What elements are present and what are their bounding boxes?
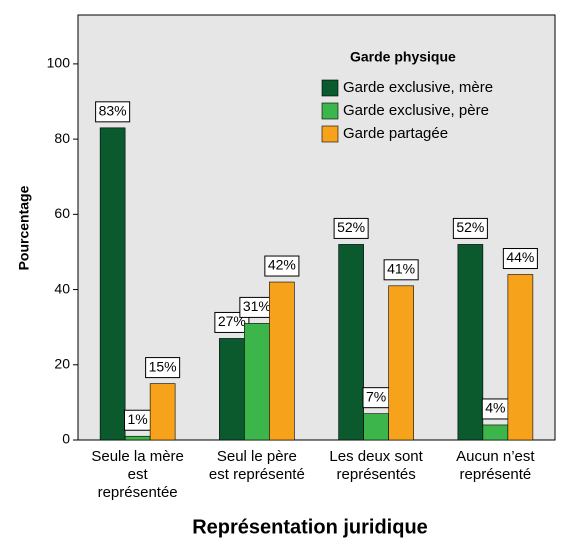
value-label: 31%: [243, 298, 271, 314]
value-label: 4%: [485, 400, 505, 416]
bar: [507, 274, 534, 441]
y-tick-label: 20: [54, 355, 70, 371]
value-label-box: [95, 101, 131, 123]
y-tick-label: 40: [54, 280, 70, 296]
legend-label: Garde exclusive, père: [343, 102, 489, 119]
x-tick-label: Aucun n’est représenté: [456, 448, 535, 483]
x-axis-title: Représentation juridique: [192, 516, 428, 538]
value-label: 83%: [99, 103, 127, 119]
y-tick-label: 60: [54, 205, 70, 221]
value-label-box: [502, 248, 538, 270]
value-label-box: [333, 217, 369, 239]
value-label: 15%: [149, 358, 177, 374]
value-label: 42%: [268, 257, 296, 273]
bar: [99, 127, 126, 441]
legend-label: Garde partagée: [343, 125, 448, 142]
value-label-box: [145, 357, 181, 379]
bar: [219, 338, 245, 441]
x-tick-label: Seule la mère est représentée: [91, 448, 184, 501]
value-label: 27%: [218, 313, 246, 329]
legend-label: Garde exclusive, mère: [343, 79, 493, 96]
value-label-box: [264, 255, 300, 277]
bar: [244, 323, 270, 441]
bar: [269, 281, 295, 441]
value-label: 52%: [456, 219, 484, 235]
value-label-box: [452, 217, 488, 239]
legend-swatch: [321, 79, 339, 97]
bar: [338, 244, 364, 441]
legend-swatch: [321, 125, 339, 143]
value-label: 1%: [128, 411, 148, 427]
bar: [363, 413, 389, 441]
bar: [482, 424, 509, 441]
value-label: 52%: [337, 219, 365, 235]
bar: [457, 244, 484, 441]
x-tick-label: Les deux sont représentés: [329, 448, 423, 483]
value-label: 7%: [366, 388, 386, 404]
y-tick-label: 0: [62, 431, 70, 447]
y-axis-title: Pourcentage: [16, 185, 32, 270]
value-label-box: [383, 259, 419, 281]
value-label: 41%: [387, 260, 415, 276]
y-tick-label: 100: [47, 55, 71, 71]
bar: [124, 435, 151, 441]
legend-title: Garde physique: [350, 49, 456, 65]
legend-swatch: [321, 102, 339, 120]
y-tick-label: 80: [54, 130, 70, 146]
x-tick-label: Seul le père est représenté: [208, 448, 305, 483]
bar: [388, 285, 414, 441]
bar: [149, 383, 176, 441]
value-label: 44%: [506, 249, 534, 265]
